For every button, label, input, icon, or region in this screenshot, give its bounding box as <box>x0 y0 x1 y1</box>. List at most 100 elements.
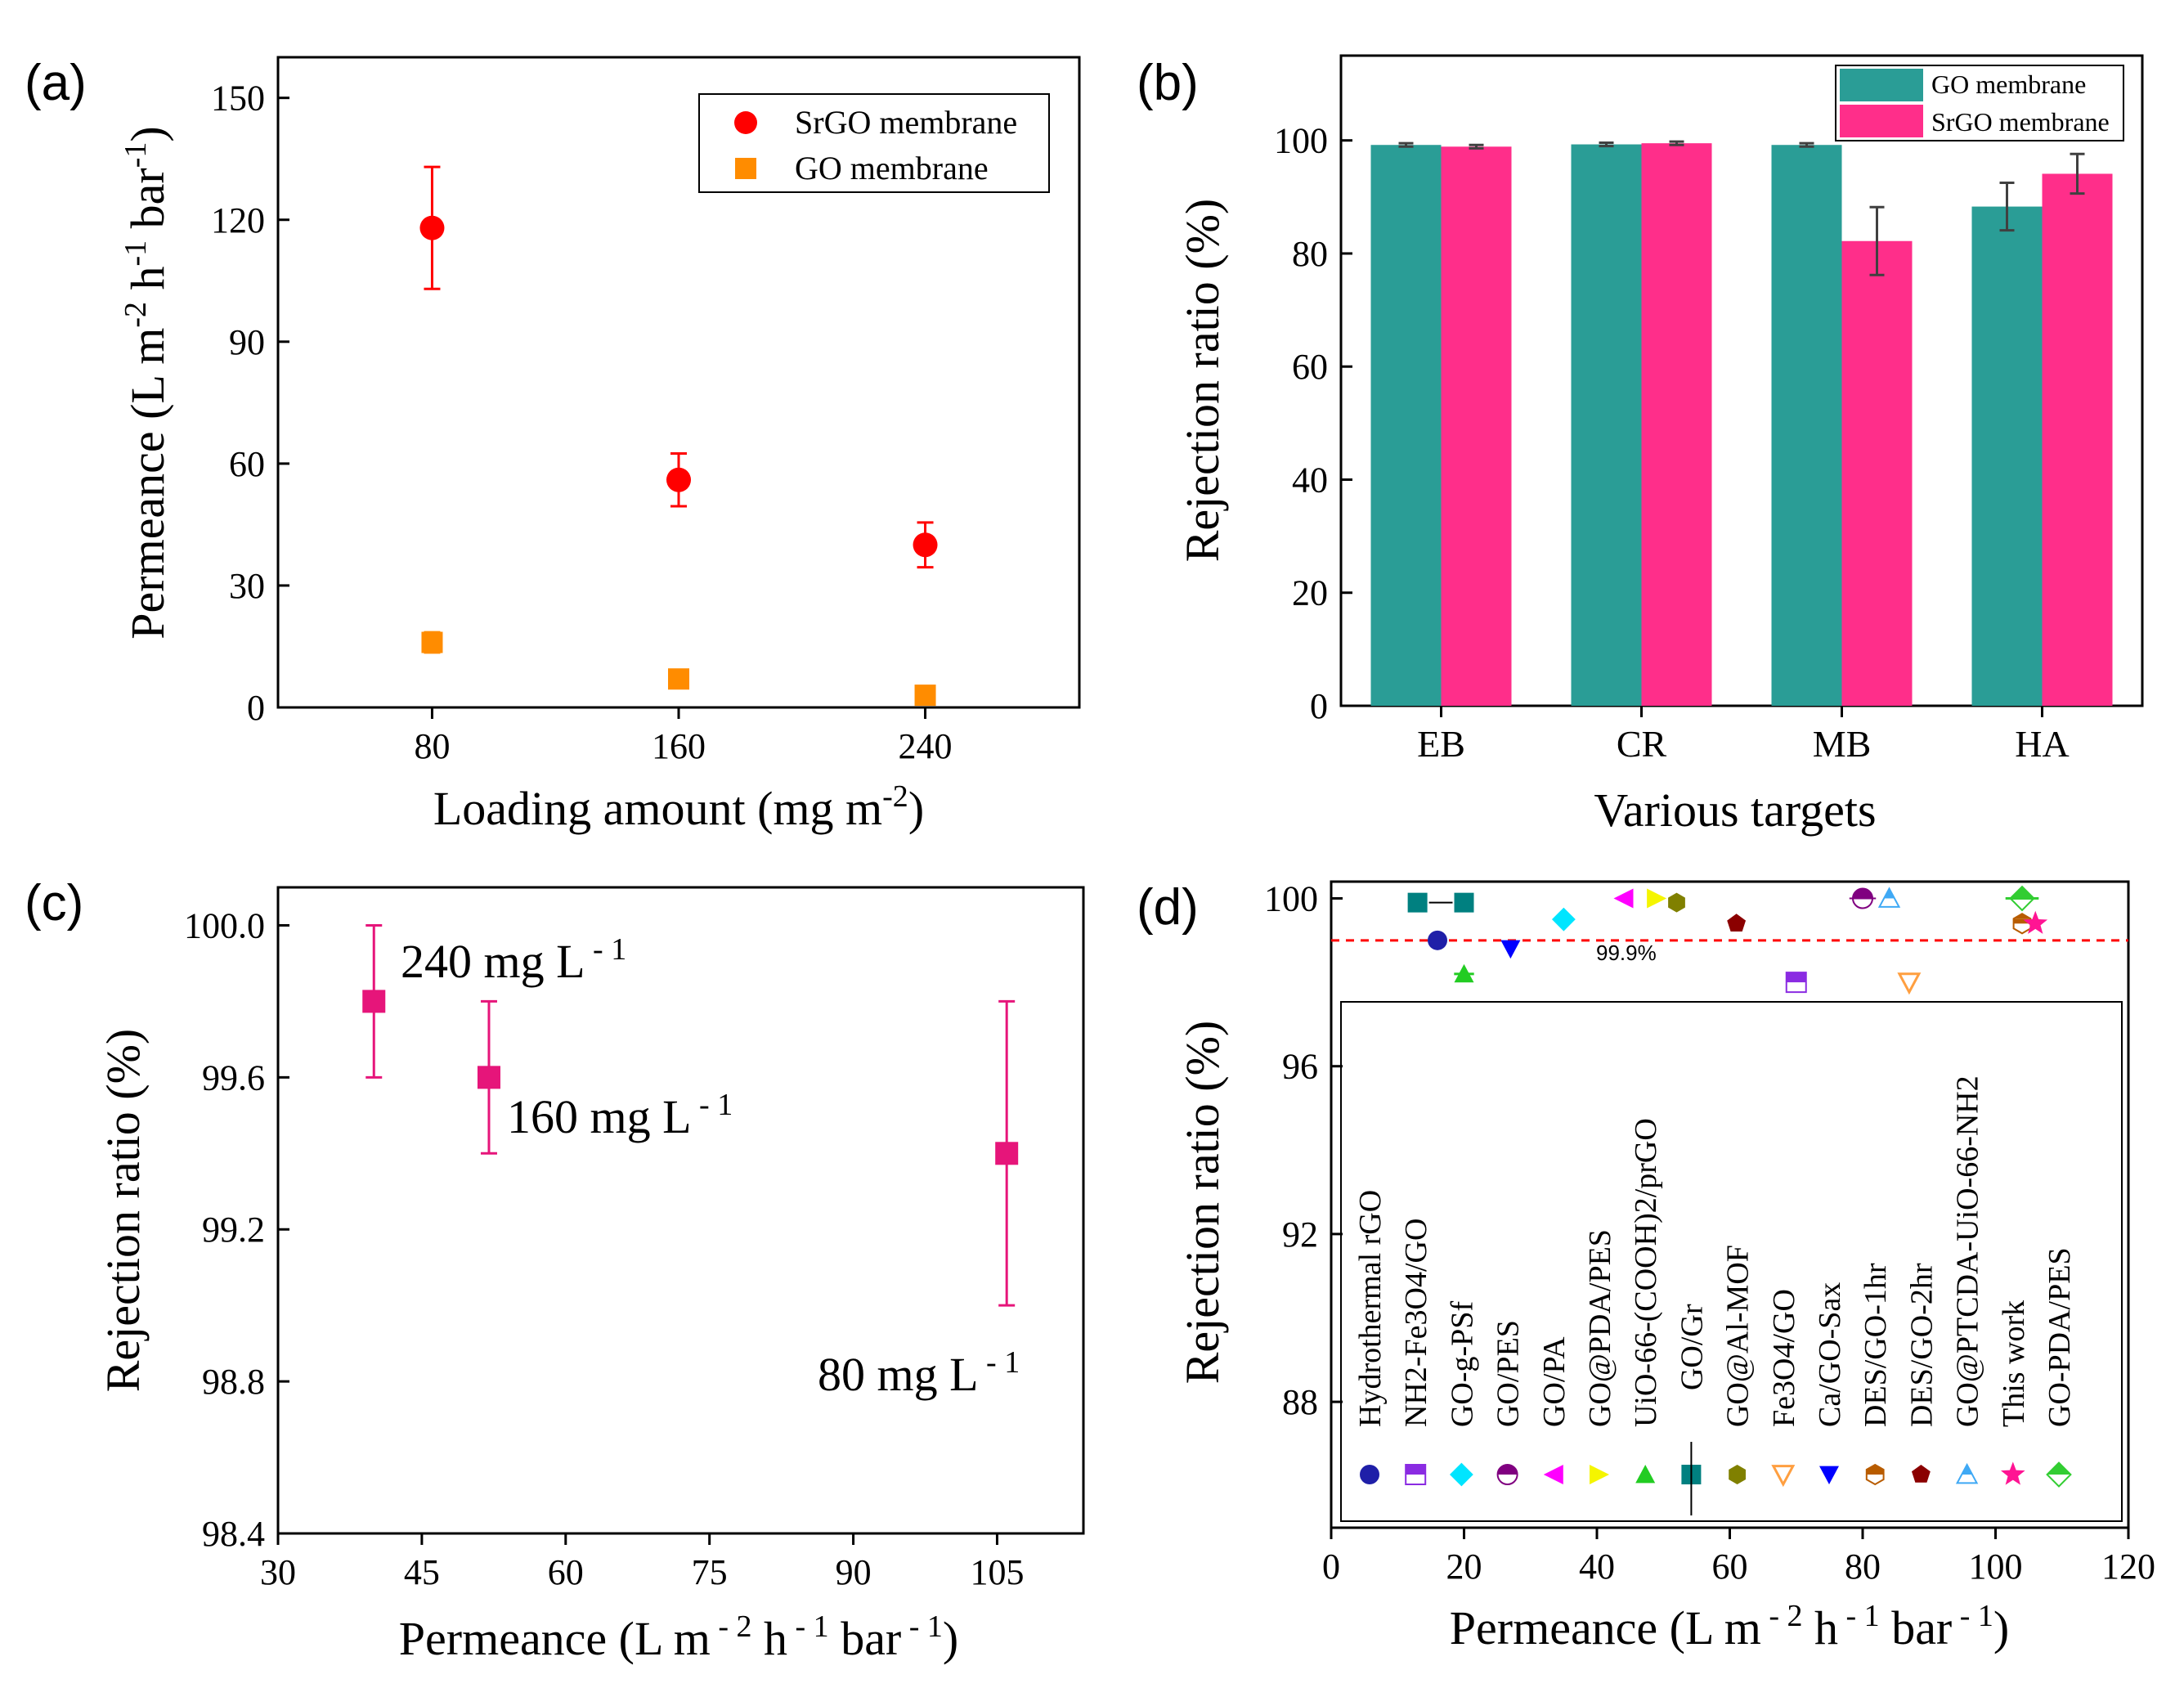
legend-srgo-bar-label: SrGO membrane <box>1931 107 2110 137</box>
panel-d-marks: 99.9% <box>1331 885 2128 995</box>
b-xtick-label-2: MB <box>1813 723 1872 765</box>
d-legend-label-12: DES/GO-2hr <box>1904 1263 1939 1427</box>
d-xtick-label-0: 0 <box>1322 1547 1340 1587</box>
d-legend-marker-10 <box>1819 1466 1839 1484</box>
c-xtick-label-3: 75 <box>692 1552 728 1592</box>
d-legend-marker-4 <box>1543 1465 1563 1484</box>
d-legend-marker-0 <box>1360 1465 1379 1484</box>
panel-d-xlabel: Permeance (L m - 2 h - 1 bar - 1) <box>1450 1599 2009 1654</box>
panel-c: (c) 98.4 98.8 99.2 99.6 100.0 30 45 60 75 90 105 2… <box>25 875 1085 1665</box>
d-point-12-fill-top <box>2013 914 2031 919</box>
d-point-3-fill <box>1853 888 1872 899</box>
d-point-0 <box>1428 930 1447 950</box>
panel-b-marks <box>1370 140 2113 707</box>
a-ytick-label-5: 150 <box>211 79 265 119</box>
a-ytick-label-2: 60 <box>229 444 265 484</box>
d-point-11 <box>1500 940 1521 959</box>
c-xtick-label-4: 90 <box>836 1552 872 1592</box>
a-srgo-point-2 <box>913 532 938 558</box>
c-ytick-label-1: 98.8 <box>202 1362 265 1402</box>
d-ytick-label-3: 100 <box>1264 879 1318 919</box>
panel-b-frame <box>1339 54 2144 707</box>
legend-srgo-label: SrGO membrane <box>795 104 1017 141</box>
d-legend-marker-6 <box>1635 1465 1656 1484</box>
b-bar-cr-srgo <box>1641 143 1712 707</box>
d-legend-label-4: GO/PA <box>1537 1336 1572 1427</box>
d-legend-marker-11-fill-top <box>1866 1465 1884 1470</box>
d-legend-label-10: Ca/GO-Sax <box>1813 1282 1847 1427</box>
c-point-2 <box>995 1142 1019 1165</box>
legend-go-bar-swatch <box>1840 69 1923 101</box>
b-bar-ha-go <box>1971 206 2043 707</box>
panel-a-xlabel: Loading amount (mg m-2) <box>433 779 924 835</box>
b-bar-eb-srgo <box>1441 146 1512 707</box>
c-point-1 <box>477 1066 500 1089</box>
d-legend-marker-14 <box>2000 1461 2025 1485</box>
b-ytick-label-5: 100 <box>1274 121 1328 161</box>
d-legend-label-7: GO/Gr <box>1675 1304 1709 1390</box>
b-bar-eb-go <box>1370 145 1442 707</box>
c-ytick-label-2: 99.2 <box>202 1210 265 1250</box>
panel-d-legend-box <box>1340 1001 2123 1522</box>
d-legend-label-2: GO-g-PSf <box>1445 1301 1479 1427</box>
panel-a: (a) 0 30 60 90 120 150 80 160 240 Loading amount… <box>25 55 1081 835</box>
b-xtick-label-3: HA <box>2015 723 2069 765</box>
c-ytick-label-4: 100.0 <box>184 905 265 945</box>
panel-c-xlabel: Permeance (L m - 2 h - 1 bar - 1) <box>399 1609 958 1665</box>
d-point-9 <box>1668 892 1685 913</box>
d-point-10 <box>1897 972 1922 995</box>
d-xtick-label-2: 40 <box>1579 1547 1615 1587</box>
d-xtick-label-4: 80 <box>1845 1547 1881 1587</box>
a-ytick-label-4: 120 <box>211 200 265 240</box>
legend-go-label: GO membrane <box>795 150 989 186</box>
d-point-15 <box>2023 910 2048 934</box>
panel-b-legend: GO membrane SrGO membrane <box>1835 65 2124 141</box>
d-legend-marker-8 <box>1729 1465 1746 1484</box>
panel-c-axes: 98.4 98.8 99.2 99.6 100.0 30 45 60 75 90 105 <box>184 905 1024 1592</box>
c-xtick-label-2: 60 <box>548 1552 584 1592</box>
a-ytick-label-1: 30 <box>229 566 265 606</box>
a-xtick-label-0: 80 <box>414 726 450 766</box>
c-point-label-1: 160 mg L - 1 <box>507 1088 733 1143</box>
a-xtick-label-1: 160 <box>652 726 706 766</box>
d-point-12-fill <box>2013 918 2031 924</box>
panel-d: (d) 88 92 96 100 0 20 40 60 80 100 120 Hydrotherma… <box>1137 879 2155 1654</box>
c-xtick-label-1: 45 <box>404 1552 440 1592</box>
b-bar-ha-srgo <box>2042 173 2113 706</box>
d-ytick-label-1: 92 <box>1282 1214 1318 1255</box>
panel-a-legend: SrGO membrane GO membrane <box>698 93 1050 193</box>
d-reference-label: 99.9% <box>1596 941 1657 965</box>
b-xtick-label-0: EB <box>1417 723 1465 765</box>
d-ytick-label-0: 88 <box>1282 1382 1318 1422</box>
c-xtick-label-0: 30 <box>260 1552 296 1592</box>
c-ytick-label-3: 99.6 <box>202 1057 265 1098</box>
d-point-4 <box>1613 888 1634 909</box>
a-srgo-point-0 <box>419 215 445 240</box>
panel-d-axes: 88 92 96 100 0 20 40 60 80 100 120 <box>1264 879 2155 1587</box>
c-point-0 <box>362 990 386 1013</box>
d-legend-label-14: This work <box>1997 1300 2031 1427</box>
d-point-5 <box>1647 888 1667 909</box>
d-legend-label-15: GO-PDA/PES <box>2043 1247 2077 1427</box>
legend-go-marker <box>735 158 756 179</box>
a-xtick-label-2: 240 <box>899 726 953 766</box>
d-legend-marker-1-fill <box>1406 1465 1426 1475</box>
d-legend-label-1: NH2-Fe3O4/GO <box>1399 1219 1433 1427</box>
d-point-7 <box>1407 892 1428 913</box>
a-ytick-label-3: 90 <box>229 322 265 362</box>
panel-b: (b) 0 20 40 60 80 100 EB CR MB HA Various targets… <box>1137 54 2144 837</box>
panel-d-ylabel: Rejection ratio (%) <box>1176 1021 1229 1385</box>
panel-c-marks: 240 mg L - 1 160 mg L - 1 80 mg L - 1 <box>362 923 1020 1401</box>
d-point-2 <box>1551 907 1576 932</box>
d-point-14-fill <box>1884 888 1895 899</box>
panel-label-a: (a) <box>25 55 87 111</box>
d-point-13 <box>1727 914 1747 932</box>
d-legend-marker-3-fill <box>1497 1465 1518 1475</box>
legend-go-bar-label: GO membrane <box>1931 70 2086 99</box>
d-legend-marker-11-fill <box>1866 1470 1884 1475</box>
legend-srgo-bar-swatch <box>1840 105 1923 137</box>
c-xtick-label-5: 105 <box>970 1552 1024 1592</box>
b-bar-cr-go <box>1571 144 1642 706</box>
c-point-label-2: 80 mg L - 1 <box>818 1345 1020 1401</box>
